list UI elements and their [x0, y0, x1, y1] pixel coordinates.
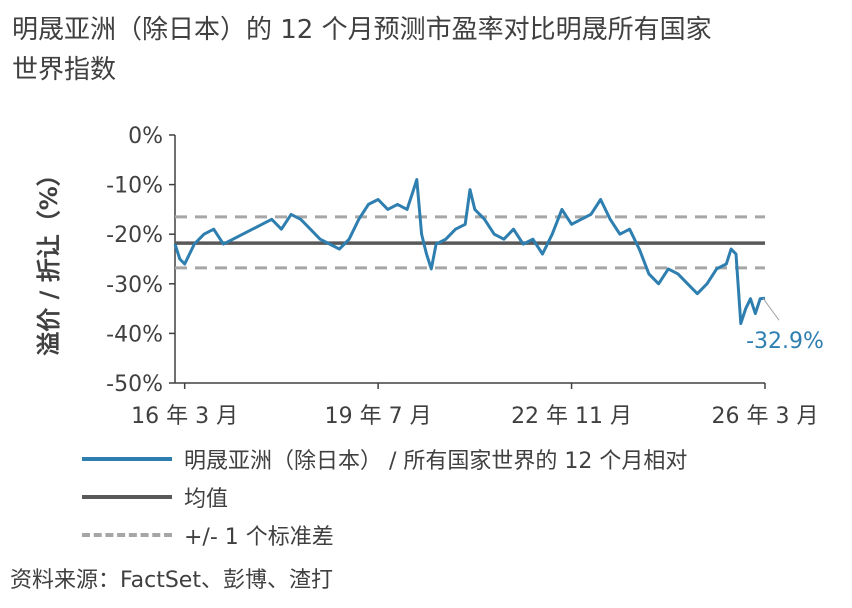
legend-label-stdev: +/- 1 个标准差: [184, 525, 334, 550]
legend-label-mean: 均值: [184, 487, 229, 512]
chart-title-line-1: 明晟亚洲（除日本）的 12 个月预测市盈率对比明晟所有国家: [12, 15, 712, 45]
legend-label-relative: 明晟亚洲（除日本） / 所有国家世界的 12 个月相对: [184, 449, 688, 474]
annotation-last-value: -32.9%: [746, 329, 824, 354]
series-line-relative: [173, 178, 766, 325]
legend-item-stdev: +/- 1 个标准差: [82, 516, 687, 554]
legend-swatch-stdev: [82, 533, 172, 537]
y-tick-label: 0%: [128, 124, 163, 149]
plot-area: 0% -10% -20% -30% -40% -50% 16 年 3 月 19 年 7 月 22…: [35, 124, 824, 429]
y-tick-label: -50%: [106, 372, 163, 397]
chart-title-line-2: 世界指数: [12, 55, 117, 85]
legend-item-relative: 明晟亚洲（除日本） / 所有国家世界的 12 个月相对: [82, 440, 687, 478]
chart-title: 明晟亚洲（除日本）的 12 个月预测市盈率对比明晟所有国家 世界指数: [12, 10, 842, 90]
annotation-leader: [762, 297, 780, 321]
legend-swatch-relative: [82, 457, 172, 461]
y-tick-label: -40%: [106, 322, 163, 347]
x-tick-label: 22 年 11 月: [511, 404, 632, 429]
y-tick-label: -20%: [106, 223, 163, 248]
legend-swatch-mean: [82, 495, 172, 499]
y-tick-label: -10%: [106, 174, 163, 199]
x-tick-label: 19 年 7 月: [325, 404, 432, 429]
source-note: 资料来源：FactSet、彭博、渣打: [10, 568, 333, 593]
x-tick-label: 26 年 3 月: [712, 404, 819, 429]
y-axis-label: 溢价 / 折让（%）: [35, 162, 63, 356]
y-tick-label: -30%: [106, 273, 163, 298]
x-tick-label: 16 年 3 月: [131, 404, 238, 429]
chart-legend: 明晟亚洲（除日本） / 所有国家世界的 12 个月相对 均值 +/- 1 个标准…: [82, 440, 687, 554]
legend-item-mean: 均值: [82, 478, 687, 516]
